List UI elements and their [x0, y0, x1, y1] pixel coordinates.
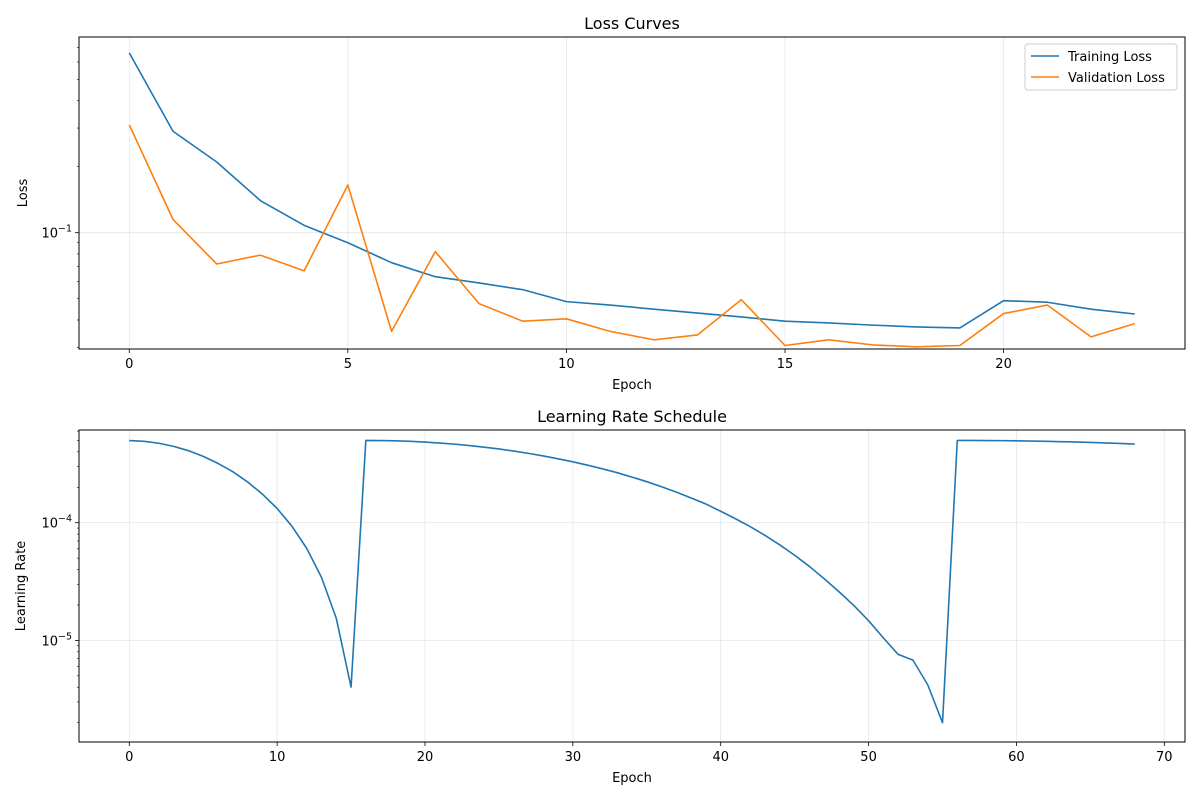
y-axis-label: Loss: [16, 179, 31, 208]
chart-title: Learning Rate Schedule: [537, 407, 727, 426]
series-layer: [129, 439, 1135, 724]
x-tick-label: 0: [125, 750, 133, 765]
x-tick-label: 15: [777, 357, 794, 372]
x-tick-label: 10: [269, 750, 286, 765]
grid: [79, 430, 1185, 742]
legend-box: [1024, 43, 1178, 91]
x-tick-label: 60: [1008, 750, 1025, 765]
x-tick-label: 10: [558, 357, 575, 372]
chart-title: Loss Curves: [584, 14, 680, 33]
y-tick-label: 10−4: [41, 514, 72, 532]
x-axis-label: Epoch: [612, 378, 652, 393]
x-axis-label: Epoch: [612, 771, 652, 786]
series-layer: [128, 52, 1135, 348]
x-tick-label: 0: [125, 357, 133, 372]
loss-curves-chart: Loss Curves 0 5 10 15 20 10−1 Epoch Loss Tra…: [16, 14, 1186, 393]
series-line-learning-rate-schedule: [129, 439, 1135, 724]
plot-frame: [78, 429, 1186, 743]
y-tick-label: 10−1: [41, 224, 72, 242]
x-ticks: 0 5 10 15 20: [125, 349, 1012, 372]
y-tick-label: 10−5: [41, 631, 72, 649]
y-axis-label: Learning Rate: [14, 541, 29, 631]
x-tick-label: 20: [995, 357, 1012, 372]
y-ticks: 10−5 10−4: [41, 430, 79, 723]
x-tick-label: 30: [565, 750, 582, 765]
series-line-validation-loss: [128, 124, 1135, 348]
x-tick-label: 5: [344, 357, 352, 372]
legend: Training Loss Validation Loss: [1024, 43, 1178, 91]
series-line-training-loss: [128, 52, 1135, 329]
legend-label-validation-loss: Validation Loss: [1068, 71, 1165, 86]
y-ticks: 10−1: [41, 47, 79, 348]
plot-frame: [78, 36, 1186, 350]
learning-rate-chart: Learning Rate Schedule 0 10 20 30 40 50 60 70 1…: [14, 407, 1186, 786]
legend-label-training-loss: Training Loss: [1067, 50, 1152, 65]
x-tick-label: 70: [1156, 750, 1173, 765]
x-tick-label: 40: [712, 750, 729, 765]
x-tick-label: 50: [860, 750, 877, 765]
x-ticks: 0 10 20 30 40 50 60 70: [125, 742, 1173, 765]
x-tick-label: 20: [417, 750, 434, 765]
grid: [79, 37, 1185, 349]
